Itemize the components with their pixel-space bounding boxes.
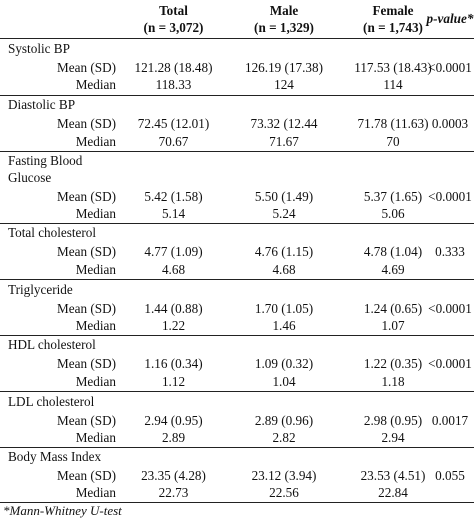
- male-median-cell: 22.56: [269, 485, 299, 500]
- variable-label: Body Mass Index: [8, 449, 102, 464]
- total-mean-cell: 2.94 (0.95): [144, 413, 203, 428]
- variable-label: HDL cholesterol: [8, 337, 96, 352]
- male-median-cell: 5.24: [272, 206, 296, 221]
- female-median-cell: 22.84: [378, 485, 408, 500]
- row-separator: [0, 151, 474, 152]
- footnote: *Mann-Whitney U-test: [3, 503, 122, 518]
- total-median-cell: 1.12: [161, 374, 186, 389]
- female-median-cell: 114: [383, 77, 403, 92]
- variable-label: Diastolic BP: [8, 97, 76, 112]
- female-mean-cell: 5.37 (1.65): [363, 189, 423, 204]
- median-label: Median: [75, 134, 116, 149]
- row-separator: [0, 279, 474, 280]
- median-label: Median: [75, 77, 116, 92]
- total-mean-cell: 1.44 (0.88): [144, 301, 203, 316]
- total-mean-cell: 5.42 (1.58): [144, 189, 203, 204]
- male-mean-cell: 2.89 (0.96): [254, 413, 314, 428]
- female-mean-cell: 2.98 (0.95): [363, 413, 423, 428]
- male-median-cell: 124: [274, 77, 294, 92]
- row-separator: [0, 335, 474, 336]
- total-median-cell: 118.33: [155, 77, 192, 92]
- female-median-cell: 1.18: [381, 374, 405, 389]
- header-total-n: (n = 3,072): [143, 20, 204, 35]
- female-median-cell: 70: [386, 134, 400, 149]
- pvalue-cell: 0.0017: [431, 413, 469, 428]
- variable-label: LDL cholesterol: [8, 394, 95, 409]
- female-mean-cell: 1.24 (0.65): [363, 301, 423, 316]
- total-mean-cell: 1.16 (0.34): [144, 356, 203, 371]
- median-label: Median: [75, 262, 116, 277]
- total-median-cell: 4.68: [161, 262, 186, 277]
- male-median-cell: 1.46: [272, 318, 296, 333]
- female-median-cell: 2.94: [381, 430, 405, 445]
- female-mean-cell: 117.53 (18.43): [354, 60, 432, 75]
- bottom-rule: [0, 502, 474, 503]
- header-rule: [0, 38, 474, 39]
- male-mean-cell: 126.19 (17.38): [244, 60, 324, 75]
- total-median-cell: 5.14: [161, 206, 186, 221]
- mean-label: Mean (SD): [57, 468, 116, 483]
- median-label: Median: [75, 374, 116, 389]
- mean-label: Mean (SD): [57, 356, 116, 371]
- median-label: Median: [75, 485, 116, 500]
- female-mean-cell: 71.78 (11.63): [357, 116, 429, 131]
- female-mean-cell: 4.78 (1.04): [363, 244, 423, 259]
- female-mean-cell: 1.22 (0.35): [363, 356, 423, 371]
- row-separator: [0, 223, 474, 224]
- total-mean-cell: 4.77 (1.09): [144, 244, 203, 259]
- row-separator: [0, 391, 474, 392]
- male-mean-cell: 23.12 (3.94): [251, 468, 317, 483]
- pvalue-cell: 0.055: [435, 468, 465, 483]
- male-mean-cell: 1.09 (0.32): [254, 356, 314, 371]
- header-female-title: Female: [372, 3, 414, 18]
- male-median-cell: 71.67: [269, 134, 299, 149]
- male-mean-cell: 73.32 (12.44: [250, 116, 318, 131]
- header-female-n: (n = 1,743): [363, 20, 423, 35]
- median-label: Median: [75, 318, 116, 333]
- pvalue-cell: 0.333: [435, 244, 465, 259]
- male-mean-cell: 5.50 (1.49): [254, 189, 314, 204]
- total-median-cell: 2.89: [161, 430, 186, 445]
- variable-label: Fasting Blood: [8, 153, 83, 168]
- pvalue-cell: 0.0003: [431, 116, 469, 131]
- female-median-cell: 4.69: [381, 262, 405, 277]
- male-median-cell: 1.04: [272, 374, 296, 389]
- male-median-cell: 2.82: [272, 430, 296, 445]
- female-median-cell: 1.07: [381, 318, 405, 333]
- row-separator: [0, 447, 474, 448]
- header-total-title: Total: [159, 3, 188, 18]
- female-mean-cell: 23.53 (4.51): [360, 468, 426, 483]
- variable-label: Triglyceride: [8, 282, 73, 297]
- mean-label: Mean (SD): [57, 189, 116, 204]
- pvalue-cell: <0.0001: [428, 301, 472, 316]
- header-male-title: Male: [269, 3, 299, 18]
- mean-label: Mean (SD): [57, 60, 116, 75]
- mean-label: Mean (SD): [57, 244, 116, 259]
- total-median-cell: 70.67: [158, 134, 189, 149]
- pvalue-cell: <0.0001: [428, 60, 472, 75]
- male-mean-cell: 4.76 (1.15): [254, 244, 314, 259]
- variable-label: Systolic BP: [8, 41, 70, 56]
- variable-label: Total cholesterol: [8, 225, 97, 240]
- median-label: Median: [75, 206, 116, 221]
- total-mean-cell: 72.45 (12.01): [137, 116, 210, 131]
- mean-label: Mean (SD): [57, 116, 116, 131]
- total-mean-cell: 121.28 (18.48): [134, 60, 213, 75]
- mean-label: Mean (SD): [57, 413, 116, 428]
- total-median-cell: 22.73: [158, 485, 189, 500]
- header-male-n: (n = 1,329): [254, 20, 314, 35]
- variable-label-line2: Glucose: [8, 170, 52, 185]
- mean-label: Mean (SD): [57, 301, 116, 316]
- male-median-cell: 4.68: [272, 262, 296, 277]
- male-mean-cell: 1.70 (1.05): [254, 301, 314, 316]
- pvalue-cell: <0.0001: [428, 189, 472, 204]
- female-median-cell: 5.06: [381, 206, 405, 221]
- total-median-cell: 1.22: [161, 318, 186, 333]
- row-separator: [0, 95, 474, 96]
- pvalue-cell: <0.0001: [428, 356, 472, 371]
- header-pvalue: p-value*: [426, 11, 474, 26]
- median-label: Median: [75, 430, 116, 445]
- total-mean-cell: 23.35 (4.28): [141, 468, 206, 483]
